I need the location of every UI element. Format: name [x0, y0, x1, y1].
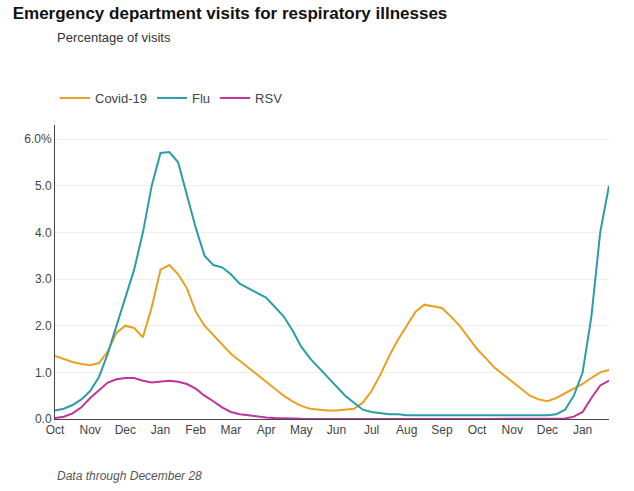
svg-text:Dec: Dec [115, 423, 136, 437]
svg-text:3.0: 3.0 [35, 272, 52, 286]
svg-text:Data through December 28: Data through December 28 [57, 469, 202, 483]
svg-text:Mar: Mar [221, 423, 242, 437]
svg-text:Jan: Jan [573, 423, 592, 437]
svg-text:6.0%: 6.0% [24, 132, 52, 146]
svg-text:Dec: Dec [537, 423, 558, 437]
svg-text:Percentage of visits: Percentage of visits [57, 30, 171, 45]
svg-text:Nov: Nov [79, 423, 100, 437]
svg-text:Emergency department visits fo: Emergency department visits for respirat… [13, 4, 448, 23]
svg-text:Jun: Jun [327, 423, 346, 437]
svg-text:1.0: 1.0 [35, 366, 52, 380]
svg-text:Oct: Oct [46, 423, 65, 437]
svg-text:Feb: Feb [185, 423, 206, 437]
svg-text:2.0: 2.0 [35, 319, 52, 333]
svg-text:Nov: Nov [502, 423, 523, 437]
svg-text:Covid-19: Covid-19 [95, 91, 147, 106]
svg-text:Oct: Oct [468, 423, 487, 437]
svg-text:Sep: Sep [431, 423, 453, 437]
svg-text:0.0: 0.0 [35, 412, 52, 426]
svg-text:5.0: 5.0 [35, 179, 52, 193]
svg-text:Aug: Aug [396, 423, 417, 437]
svg-text:4.0: 4.0 [35, 226, 52, 240]
svg-text:Jul: Jul [364, 423, 379, 437]
svg-text:May: May [290, 423, 313, 437]
svg-text:Jan: Jan [151, 423, 170, 437]
svg-text:Apr: Apr [257, 423, 276, 437]
svg-text:Flu: Flu [192, 91, 210, 106]
svg-text:RSV: RSV [255, 91, 282, 106]
